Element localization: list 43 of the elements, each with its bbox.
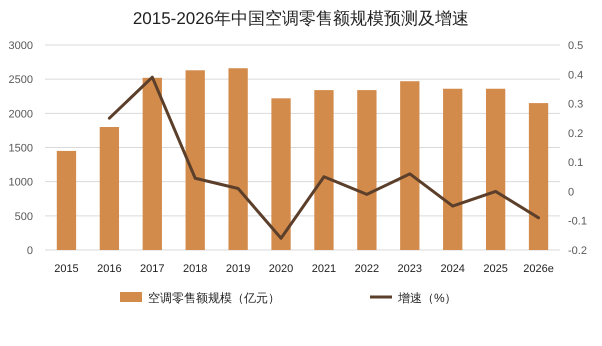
legend-label: 空调零售额规模（亿元）: [148, 291, 280, 305]
y-tick-label: 2500: [8, 74, 33, 86]
x-tick-label: 2020: [268, 263, 294, 275]
y-tick-label: 1500: [8, 142, 33, 154]
x-tick-label: 2018: [182, 263, 208, 275]
y2-tick-label: 0.3: [568, 98, 584, 111]
bar: [443, 88, 462, 250]
line-series: [108, 76, 540, 240]
x-tick-label: 2017: [140, 263, 165, 275]
y-tick-label: 500: [14, 210, 33, 223]
x-tick-label: 2019: [226, 263, 250, 275]
legend-label: 增速（%）: [397, 291, 457, 305]
bar: [228, 68, 248, 250]
x-tick-label: 2021: [312, 263, 336, 275]
x-tick-label: 2015: [54, 263, 79, 275]
bar: [100, 127, 120, 250]
y2-tick-label: -0.2: [568, 245, 587, 257]
y2-tick-label: 0.2: [568, 128, 584, 140]
y-tick-label: 2000: [8, 108, 33, 120]
y-tick-label: 0: [26, 245, 33, 257]
bar: [528, 103, 548, 250]
x-tick-label: 2026e: [523, 263, 554, 275]
x-tick-label: 2023: [398, 263, 422, 275]
bar: [314, 90, 334, 250]
bar: [142, 78, 162, 250]
bar: [56, 150, 76, 250]
y2-tick-label: 0.5: [568, 40, 584, 52]
bar: [186, 70, 205, 250]
y-tick-label: 3000: [8, 40, 33, 52]
x-tick-label: 2022: [354, 263, 380, 275]
bar: [486, 88, 506, 250]
y-tick-label: 1000: [8, 176, 33, 189]
y2-tick-label: -0.1: [568, 216, 587, 228]
x-tick-label: 2016: [97, 263, 122, 275]
x-tick-label: 2025: [483, 263, 508, 275]
y2-tick-label: 0: [568, 186, 574, 198]
chart-title: 2015-2026年中国空调零售额规模预测及增速: [132, 9, 470, 28]
y2-tick-label: 0.1: [568, 157, 584, 170]
y2-tick-label: 0.4: [568, 69, 584, 82]
bar: [400, 81, 420, 250]
bar: [357, 90, 377, 250]
x-tick-label: 2024: [440, 263, 465, 275]
bar: [271, 98, 291, 250]
